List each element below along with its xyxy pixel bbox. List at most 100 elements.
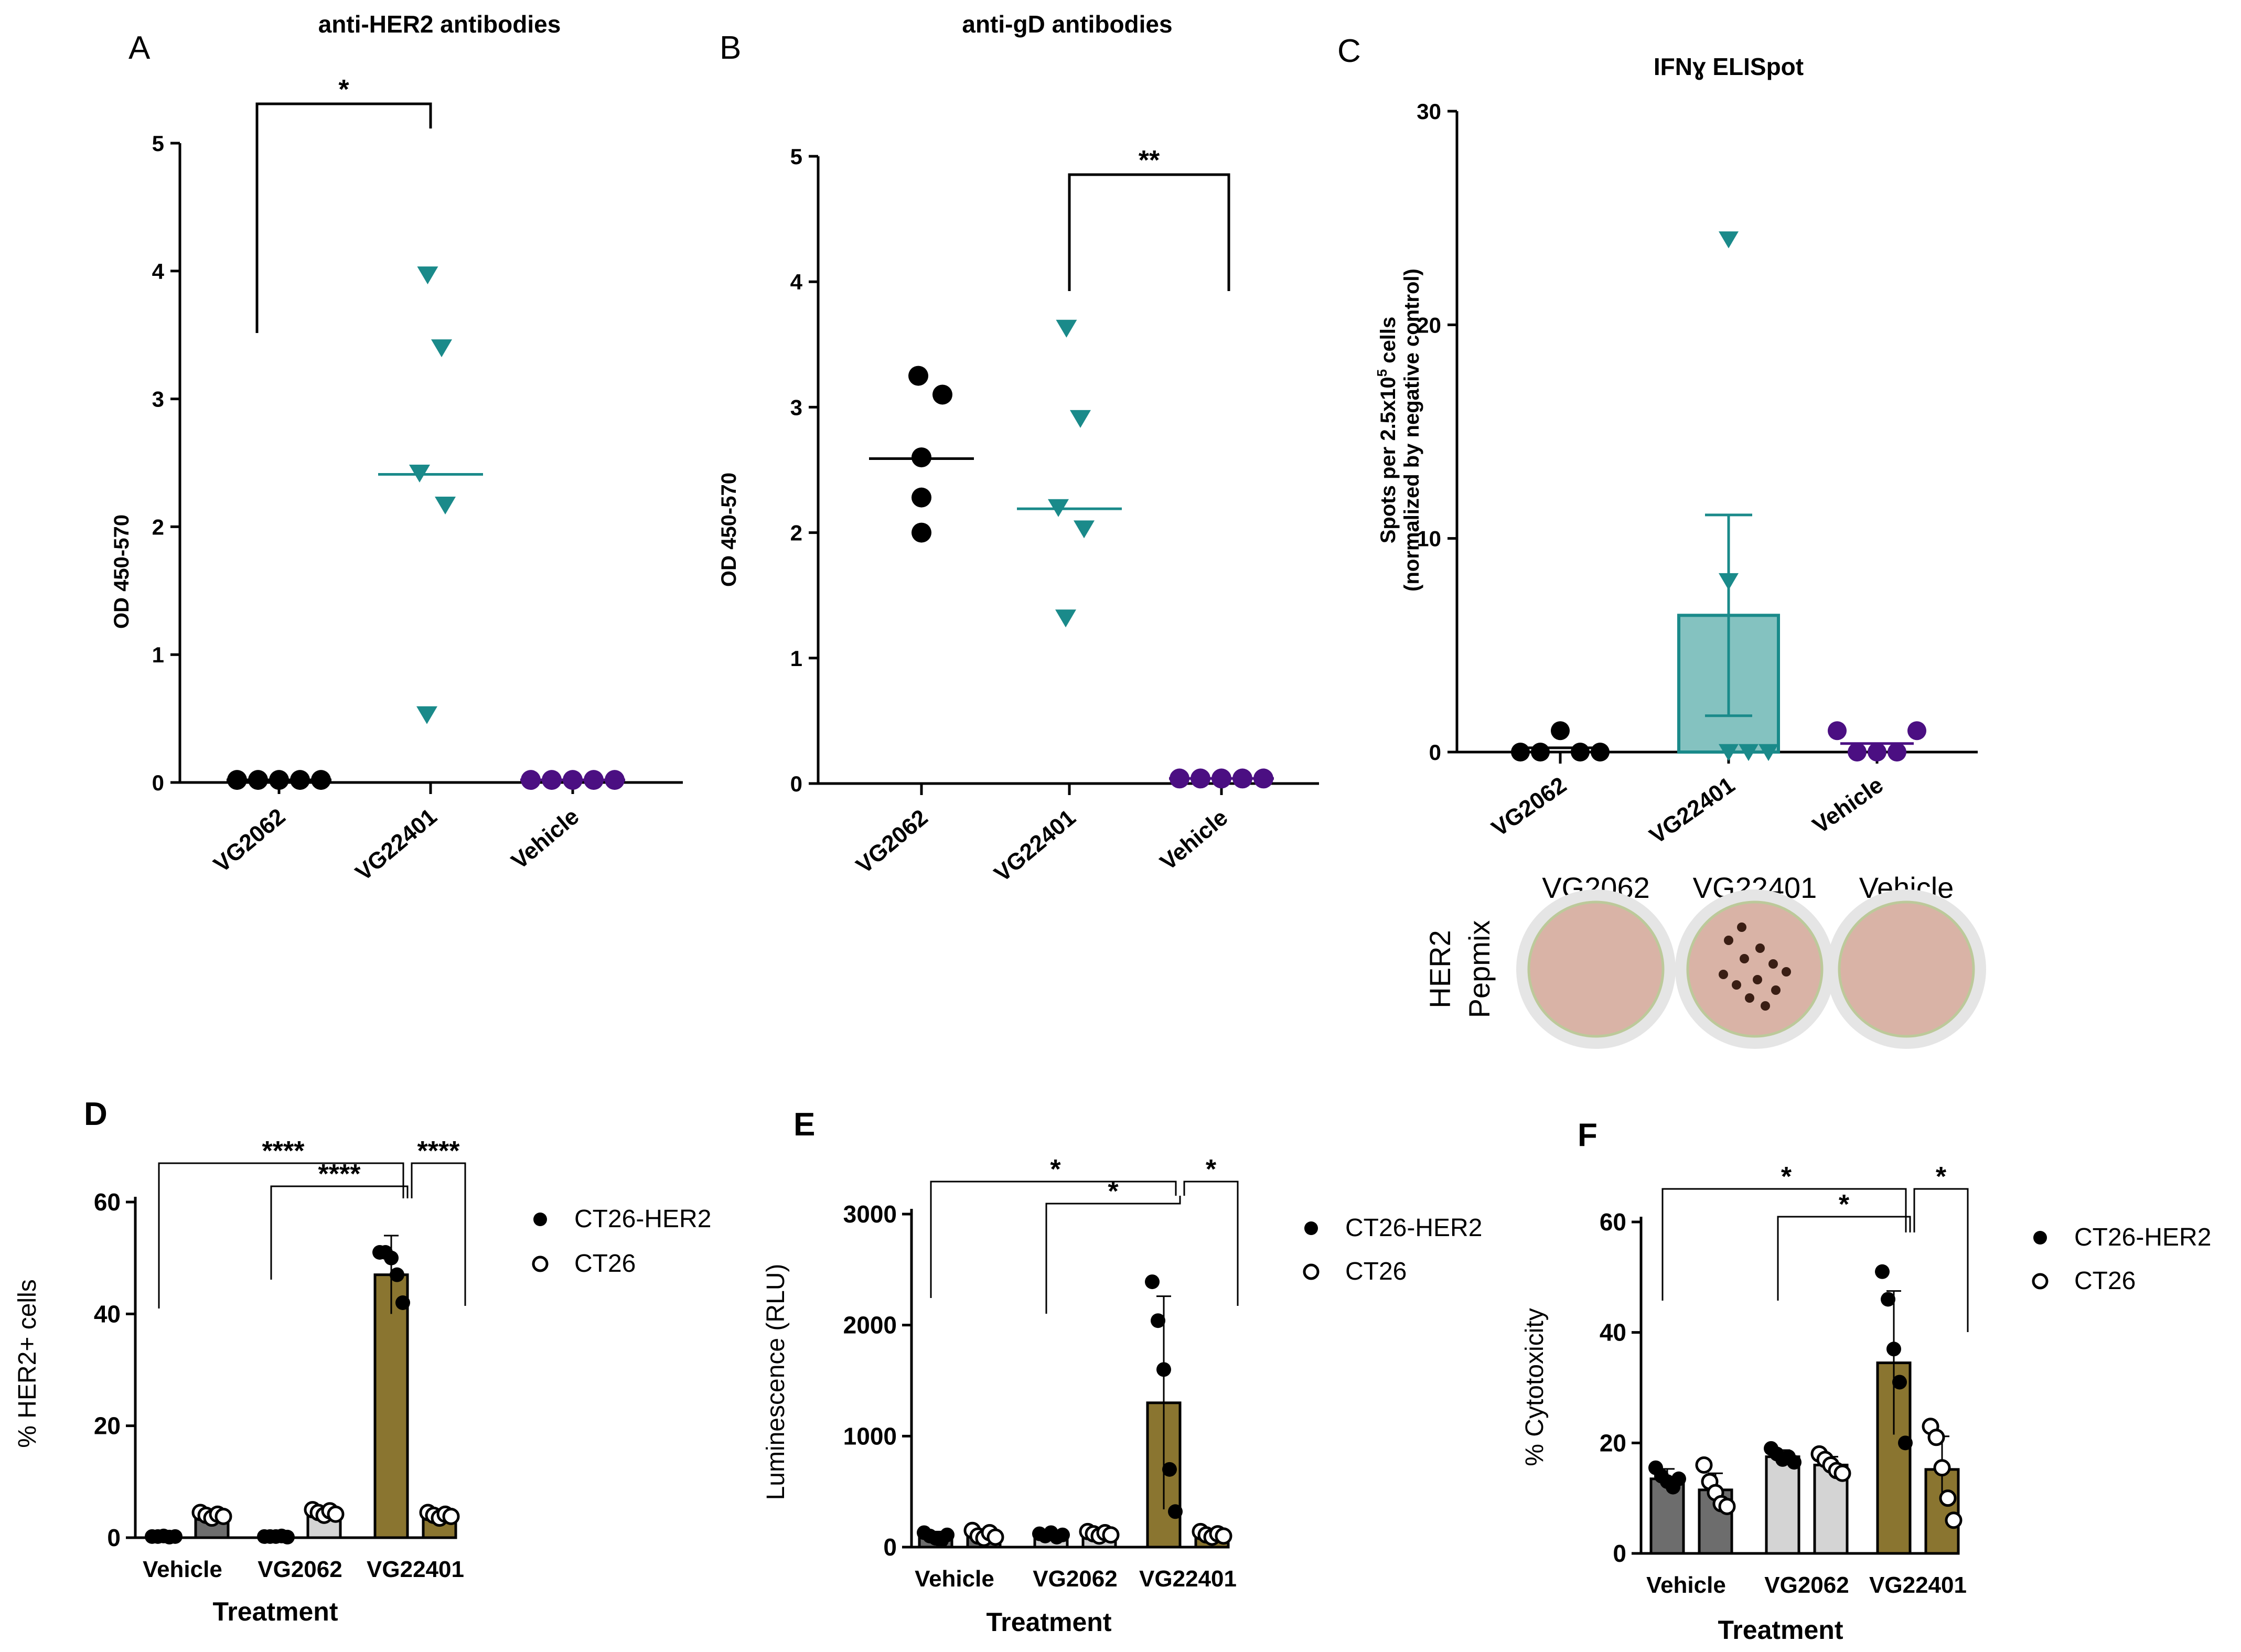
panel-D-point — [327, 1505, 345, 1523]
panel-C-point — [1571, 743, 1590, 761]
panel-C-category-label: VG2062 — [1487, 772, 1571, 842]
elispot-spot — [1771, 985, 1781, 995]
panel-B-label: B — [720, 30, 741, 66]
panel-F-point — [1933, 1459, 1951, 1477]
panel-A-significance-label: * — [338, 74, 349, 105]
panel-A-ytick-label: 5 — [152, 131, 164, 156]
panel-E-point — [1055, 1527, 1070, 1542]
panel-A-label: A — [128, 30, 151, 66]
panel-B-category-label: VG2062 — [851, 804, 932, 878]
panel-A-point — [431, 339, 452, 358]
panel-A-ylabel: OD 450-570 — [110, 514, 133, 629]
panel-C-title: IFNɣ ELISpot — [1654, 53, 1804, 80]
panel-B-ytick-label: 3 — [790, 395, 802, 420]
panel-B-point — [1070, 410, 1091, 428]
panel-D-ytick-label: 20 — [94, 1412, 121, 1440]
panel-F-significance — [1913, 1188, 1969, 1332]
panel-F-point — [1875, 1264, 1890, 1279]
panel-E-significance — [930, 1181, 1177, 1298]
panel-D-ytick-label: 60 — [94, 1188, 121, 1216]
panel-E-label: E — [794, 1107, 815, 1143]
panel-F-ytick-label: 0 — [1613, 1540, 1626, 1567]
panel-B-title: anti-gD antibodies — [962, 10, 1172, 38]
panel-D-legend-label: CT26-HER2 — [574, 1205, 711, 1233]
panel-F-point — [1718, 1497, 1736, 1515]
panel-F-category-label: Vehicle — [1646, 1572, 1726, 1598]
elispot-spot — [1761, 1001, 1770, 1011]
panel-D-legend-marker — [532, 1256, 549, 1272]
panel-C-point — [1591, 743, 1610, 761]
panel-E-legend-label: CT26 — [1345, 1258, 1407, 1285]
elispot-spot — [1724, 936, 1733, 945]
panel-E-point — [1145, 1274, 1160, 1290]
panel-D-point — [442, 1507, 460, 1525]
panel-A-ytick-label: 4 — [152, 259, 165, 284]
elispot-spot — [1755, 943, 1765, 953]
panel-B-point — [1055, 609, 1076, 628]
panel-D-category-label: Vehicle — [143, 1557, 222, 1582]
panel-E-legend-label: CT26-HER2 — [1345, 1214, 1482, 1242]
panel-F-bar — [1765, 1455, 1800, 1555]
panel-B-ytick-label: 5 — [790, 144, 802, 169]
elispot-well — [1838, 900, 1975, 1038]
panel-F-ytick-label: 20 — [1600, 1429, 1626, 1456]
panel-C-point — [1511, 743, 1530, 761]
panel-B-point — [1074, 520, 1095, 539]
panel-D-bar — [373, 1273, 409, 1539]
panel-E-category-label: VG22401 — [1139, 1566, 1237, 1592]
panel-D-ytick-label: 40 — [94, 1300, 121, 1327]
panel-E-ylabel: Luminescence (RLU) — [762, 1264, 790, 1500]
panel-E-category-label: Vehicle — [915, 1566, 994, 1592]
panel-D-point — [390, 1267, 404, 1282]
panel-F-significance-label: * — [1839, 1189, 1850, 1220]
panel-F-legend-label: CT26-HER2 — [2074, 1224, 2211, 1251]
elispot-spot — [1782, 967, 1791, 977]
panel-F-category-label: VG2062 — [1764, 1572, 1849, 1598]
panel-C-ytick-label: 0 — [1429, 740, 1441, 765]
panel-C-point — [1848, 743, 1867, 761]
panel-F-significance — [1777, 1216, 1911, 1301]
panel-D-ytick-label: 0 — [107, 1524, 121, 1551]
panel-E-point — [1162, 1462, 1177, 1477]
elispot-well — [1686, 900, 1824, 1038]
panel-C-ylabel-line1: Spots per 2.5x105 cells — [1374, 317, 1400, 543]
elispot-row-label-line1: HER2 — [1423, 930, 1456, 1008]
panel-C-point — [1719, 573, 1739, 591]
panel-D-significance-label: **** — [318, 1159, 361, 1189]
panel-F-point — [1833, 1464, 1851, 1482]
panel-B-category-label: Vehicle — [1155, 804, 1233, 875]
panel-F-point — [1892, 1375, 1907, 1390]
panel-E-significance — [1045, 1196, 1181, 1314]
elispot-well — [1527, 900, 1665, 1038]
panel-F-label: F — [1578, 1117, 1597, 1153]
panel-B-ytick-label: 0 — [790, 771, 802, 796]
panel-C-label: C — [1337, 33, 1361, 69]
panel-E-legend-marker — [1304, 1221, 1318, 1235]
panel-F-significance-label: * — [1781, 1162, 1792, 1192]
panel-A-significance — [255, 102, 432, 333]
panel-C-ylabel-line2: (normalized by negative control) — [1400, 269, 1423, 592]
panel-A-category-label: Vehicle — [507, 803, 584, 874]
panel-F-legend-marker — [2033, 1231, 2047, 1245]
elispot-spot — [1740, 954, 1749, 963]
panel-E-point — [1151, 1313, 1165, 1328]
panel-C-point — [1719, 231, 1739, 249]
panel-D-significance-label: **** — [417, 1136, 460, 1166]
panel-A-ytick-label: 1 — [152, 642, 164, 667]
elispot-row-label-line2: Pepmix — [1463, 920, 1496, 1018]
panel-F-point — [1787, 1455, 1802, 1470]
panel-C-ylabel-part: Spots per 2.5x10 — [1377, 377, 1400, 543]
elispot-spot — [1745, 993, 1754, 1003]
panel-F-point — [1939, 1489, 1957, 1507]
panel-C-point — [1759, 744, 1778, 761]
panel-F-point — [1898, 1435, 1913, 1451]
panel-E-ytick-label: 3000 — [843, 1200, 897, 1228]
panel-D-ylabel: % HER2+ cells — [14, 1279, 41, 1447]
panel-F-significance — [1661, 1188, 1907, 1301]
panel-B-point — [912, 522, 931, 543]
panel-B-ytick-label: 4 — [790, 270, 803, 294]
panel-B-significance — [1068, 173, 1230, 291]
panel-F-point — [1927, 1429, 1945, 1446]
panel-E-point — [1102, 1526, 1120, 1544]
